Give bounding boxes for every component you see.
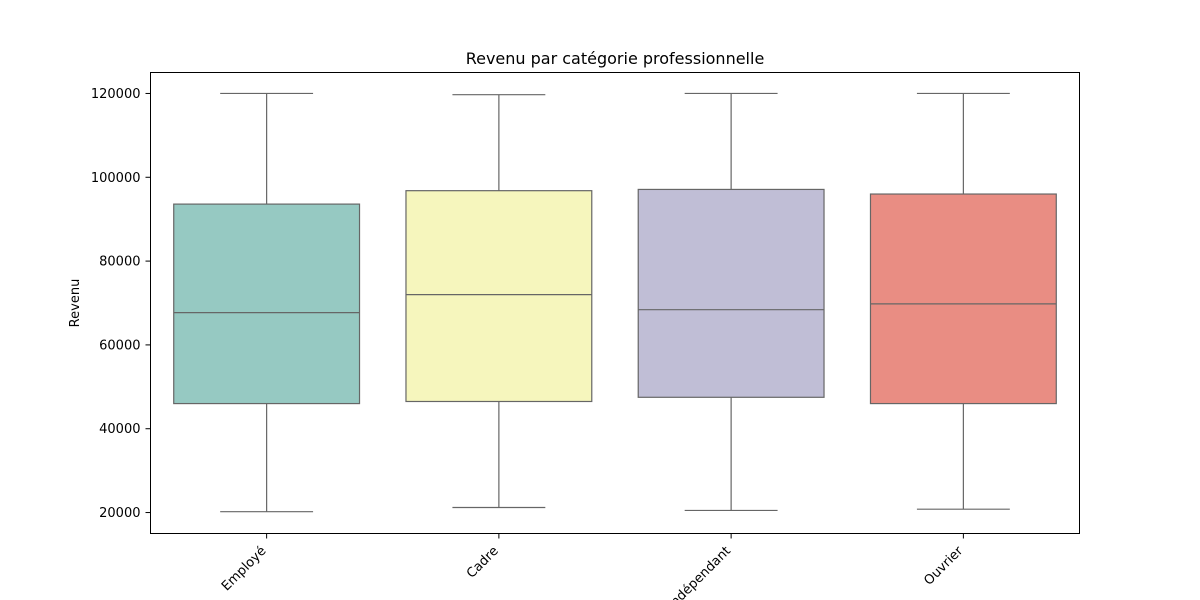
box-2-iqr-box bbox=[405, 190, 593, 403]
box-4-group bbox=[869, 92, 1057, 510]
x-tick-label: Cadre bbox=[464, 544, 502, 582]
x-axis-ticks: Employé Cadre Indépendant Ouvrier bbox=[219, 533, 967, 600]
y-tick-label: 100000 bbox=[91, 171, 141, 186]
box-3-iqr-box bbox=[637, 188, 825, 398]
y-tick-label: 60000 bbox=[99, 338, 140, 353]
y-tick-label: 20000 bbox=[99, 506, 140, 521]
x-tick-label: Employé bbox=[219, 544, 269, 594]
box-1-group bbox=[173, 92, 361, 513]
box-4-iqr-box bbox=[869, 193, 1057, 405]
x-tick-label: Ouvrier bbox=[921, 543, 966, 588]
box-1-iqr-box bbox=[173, 203, 361, 405]
chart-title: Revenu par catégorie professionnelle bbox=[466, 49, 765, 68]
y-axis-label: Revenu bbox=[68, 279, 83, 328]
y-tick-label: 40000 bbox=[99, 422, 140, 437]
x-tick-label: Indépendant bbox=[665, 544, 734, 600]
box-3-group bbox=[637, 92, 825, 512]
box-2-group bbox=[405, 94, 593, 509]
y-axis-ticks: 20000 40000 60000 80000 100000 120000 bbox=[91, 87, 151, 521]
y-tick-label: 80000 bbox=[99, 255, 140, 270]
plot-frame bbox=[150, 72, 1080, 534]
boxes-layer bbox=[173, 92, 1057, 513]
y-tick-label: 120000 bbox=[91, 87, 141, 102]
